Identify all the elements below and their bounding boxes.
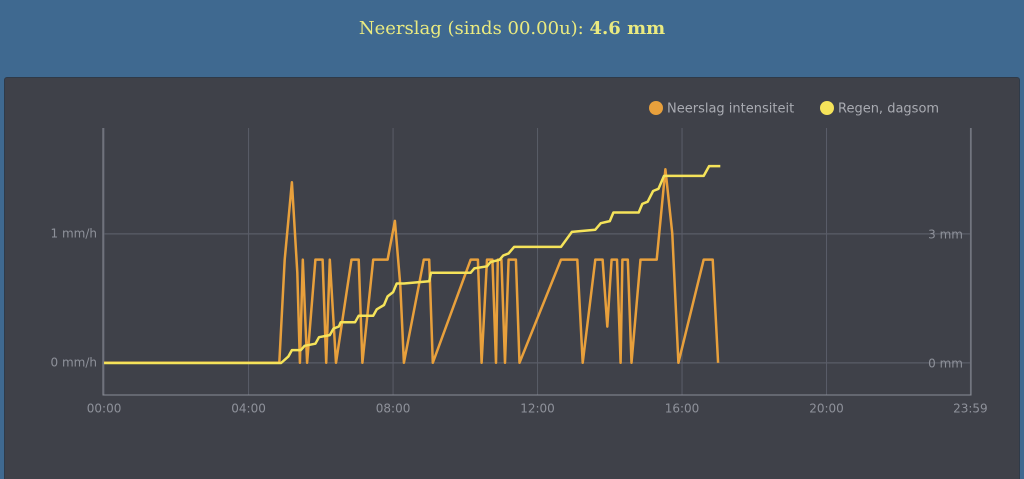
x-tick-label: 20:00 bbox=[809, 402, 844, 416]
series-line bbox=[104, 164, 721, 365]
x-tick-label: 16:00 bbox=[665, 402, 700, 416]
legend-label: Neerslag intensiteit bbox=[667, 102, 794, 117]
chart-panel bbox=[4, 77, 1020, 479]
x-tick-label: 00:00 bbox=[87, 402, 122, 416]
header: Neerslag (sinds 00.00u): 4.6 mm bbox=[0, 18, 1024, 39]
x-tick-label: 12:00 bbox=[520, 402, 555, 416]
series-line bbox=[104, 168, 720, 365]
header-label: Neerslag (sinds 00.00u): bbox=[358, 18, 584, 39]
y2-tick-label: 0 mm bbox=[928, 357, 963, 371]
x-tick-label: 04:00 bbox=[231, 402, 266, 416]
legend-label: Regen, dagsom bbox=[838, 102, 939, 117]
header-value: 4.6 mm bbox=[589, 18, 666, 39]
legend-marker bbox=[649, 101, 663, 115]
x-tick-label: 23:59 bbox=[953, 402, 988, 416]
legend-marker bbox=[820, 101, 834, 115]
y2-tick-label: 3 mm bbox=[928, 228, 963, 242]
y-tick-label: 1 mm/h bbox=[51, 226, 97, 240]
y-tick-label: 0 mm/h bbox=[51, 355, 97, 369]
axis-frame bbox=[102, 128, 972, 396]
x-tick-label: 08:00 bbox=[376, 402, 411, 416]
